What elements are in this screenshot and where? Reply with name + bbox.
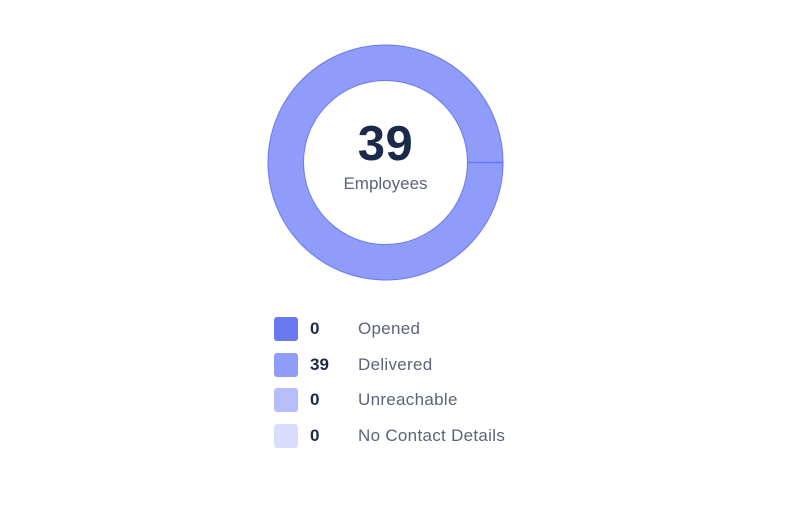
legend-value-unreachable: 0 [310, 390, 320, 409]
legend-label-delivered: Delivered [358, 354, 433, 374]
legend-swatch-opened [274, 317, 298, 341]
legend-item-no-contact-details: 0 No Contact Details [274, 423, 506, 448]
legend-item-unreachable: 0 Unreachable [274, 388, 505, 412]
legend-item-opened: 0 Opened [274, 317, 505, 341]
legend-item-delivered: 39 Delivered [274, 352, 505, 377]
donut-slice-delivered [267, 44, 504, 281]
donut-chart: 39 Employees [267, 44, 504, 281]
legend-value-no-contact-details: 0 [310, 425, 320, 445]
donut-svg [267, 44, 504, 281]
legend-swatch-unreachable [274, 388, 298, 412]
legend-label-unreachable: Unreachable [358, 390, 458, 409]
legend-label-opened: Opened [358, 319, 421, 338]
donut-center-label: Employees [343, 174, 428, 193]
legend-swatch-no-contact-details [274, 423, 298, 448]
legend-label-no-contact-details: No Contact Details [358, 425, 506, 445]
donut-total: 39 [357, 117, 414, 171]
legend-value-opened: 0 [310, 319, 320, 338]
chart-legend: 0 Opened 39 Delivered 0 Unreachable 0 No… [274, 317, 505, 459]
legend-swatch-delivered [274, 352, 298, 377]
legend-value-delivered: 39 [310, 354, 329, 374]
